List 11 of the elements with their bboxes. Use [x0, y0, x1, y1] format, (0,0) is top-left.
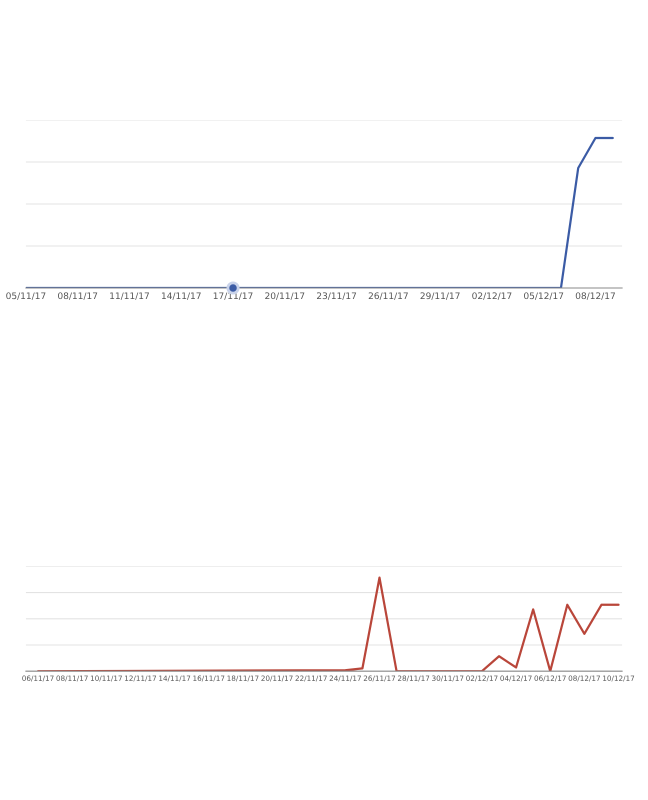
x-tick-label: 02/12/17 — [472, 292, 512, 300]
x-tick-label: 05/12/17 — [524, 292, 564, 300]
x-tick-label: 14/11/17 — [162, 292, 201, 300]
x-tick-label: 08/12/17 — [576, 292, 615, 300]
x-tick-label: 26/11/17 — [368, 292, 408, 300]
x-tick-label: 08/11/17 — [58, 292, 98, 300]
x-tick-label: 20/11/17 — [265, 292, 304, 300]
x-tick-label: 05/11/17 — [6, 292, 46, 300]
x-tick-label: 11/11/17 — [110, 292, 149, 300]
x-tick-label: 23/11/17 — [316, 292, 356, 300]
x-tick-label: 29/11/17 — [420, 292, 460, 300]
